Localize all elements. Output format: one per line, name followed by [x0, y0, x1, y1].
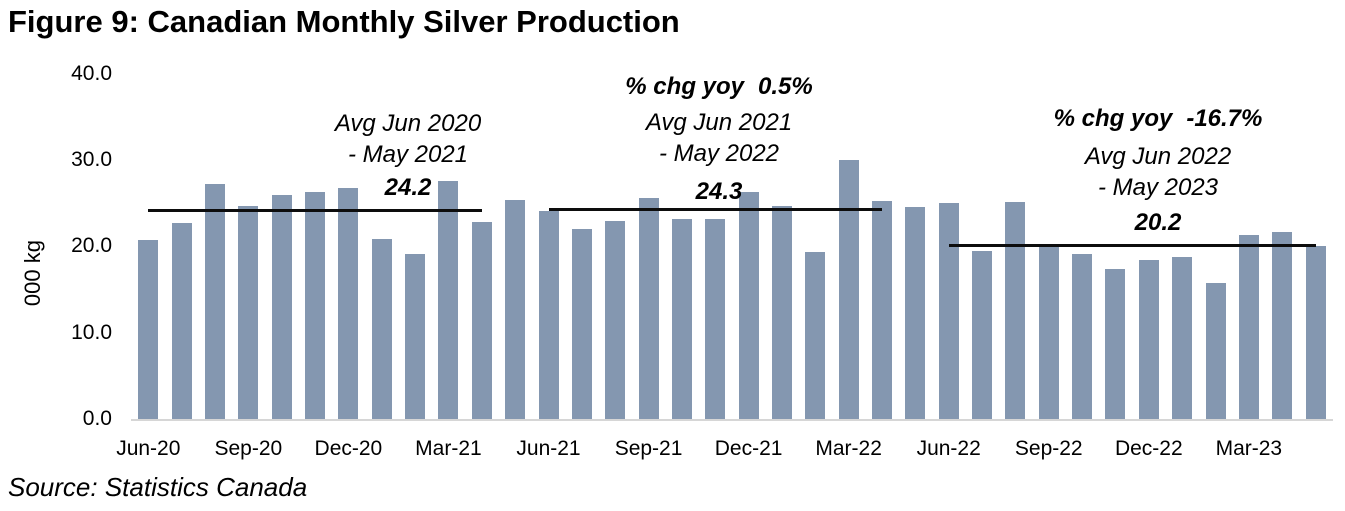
- figure-title: Figure 9: Canadian Monthly Silver Produc…: [8, 4, 680, 39]
- bar-Oct-21: [671, 218, 692, 419]
- annotation-3-period-line-2: - May 2023: [1097, 174, 1219, 201]
- bar-Apr-22: [872, 200, 892, 419]
- x-tick-label-Jun-20: Jun-20: [116, 437, 181, 460]
- y-tick-label-0.0: 0.0: [82, 407, 112, 430]
- x-tick-label-Dec-20: Dec-20: [314, 437, 383, 460]
- annotation-2-period-line-1: Avg Jun 2021: [645, 109, 793, 136]
- bar-Feb-23: [1205, 282, 1226, 419]
- bar-Feb-22: [805, 251, 826, 419]
- bar-Feb-21: [405, 254, 426, 419]
- annotation-3-period-line-1: Avg Jun 2022: [1084, 143, 1232, 170]
- x-tick-label-Sep-21: Sep-21: [614, 437, 683, 460]
- avg-line-3: [948, 243, 1316, 247]
- bar-Oct-20: [271, 194, 292, 419]
- bar-Dec-22: [1138, 260, 1159, 419]
- x-tick-label-Dec-22: Dec-22: [1114, 437, 1183, 460]
- bar-May-22: [905, 206, 926, 419]
- pct-chg-value: 0.5%: [758, 73, 813, 100]
- bar-Mar-21: [438, 180, 459, 419]
- x-tick-label-Dec-21: Dec-21: [714, 437, 783, 460]
- bar-Nov-20: [305, 192, 326, 419]
- bar-Aug-21: [605, 220, 626, 419]
- bar-Sep-21: [638, 198, 659, 419]
- x-tick-label-Jun-21: Jun-21: [516, 437, 581, 460]
- annotation-3-avg-value: 20.2: [1134, 209, 1182, 236]
- bar-Jan-22: [771, 205, 792, 419]
- annotation-2-pct-row: % chg yoy 0.5%: [625, 73, 812, 101]
- x-tick-label-Mar-21: Mar-21: [415, 437, 482, 460]
- annotation-2-period-line-2: - May 2022: [658, 140, 780, 167]
- x-tick-label-Mar-23: Mar-23: [1215, 437, 1283, 460]
- bar-Jul-20: [171, 223, 192, 419]
- bar-Jul-21: [571, 229, 592, 419]
- bar-May-21: [505, 199, 526, 419]
- y-tick-label-30.0: 30.0: [71, 148, 112, 172]
- bar-Nov-21: [705, 218, 726, 419]
- bar-Apr-21: [471, 222, 492, 419]
- x-tick-label-Sep-20: Sep-20: [214, 437, 283, 460]
- bar-Dec-20: [338, 187, 359, 419]
- avg-line-2: [548, 208, 882, 212]
- bar-May-23: [1305, 245, 1326, 419]
- bar-Jan-23: [1172, 256, 1193, 419]
- bar-Apr-23: [1272, 231, 1293, 419]
- y-tick-label-40.0: 40.0: [71, 61, 112, 85]
- x-tick-label-Jun-22: Jun-22: [916, 437, 981, 460]
- y-tick-label-10.0: 10.0: [71, 320, 112, 344]
- bar-Mar-22: [838, 160, 859, 419]
- bar-Jun-20: [138, 240, 159, 419]
- avg-line-1: [148, 209, 482, 213]
- annotation-1-period-line-2: - May 2021: [347, 141, 469, 168]
- x-axis-line: [131, 419, 1333, 421]
- pct-chg-label: % chg yoy: [1053, 105, 1173, 132]
- bar-Sep-22: [1038, 243, 1059, 419]
- annotation-1-avg-value: 24.2: [384, 174, 432, 201]
- bar-Nov-22: [1105, 268, 1126, 419]
- bar-Dec-21: [738, 192, 759, 419]
- x-tick-label-Sep-22: Sep-22: [1014, 437, 1083, 460]
- bar-Jul-22: [972, 250, 993, 419]
- x-tick-label-Mar-22: Mar-22: [815, 437, 882, 460]
- pct-chg-label: % chg yoy: [625, 73, 744, 100]
- pct-chg-value: -16.7%: [1186, 105, 1263, 132]
- annotation-2-avg-value: 24.3: [695, 178, 743, 205]
- bar-Aug-20: [205, 184, 225, 419]
- bar-Oct-22: [1072, 254, 1093, 419]
- bar-Mar-23: [1238, 235, 1259, 419]
- annotation-1-period-line-1: Avg Jun 2020: [334, 110, 482, 137]
- bar-Jun-22: [938, 203, 959, 419]
- y-tick-label-20.0: 20.0: [71, 234, 112, 258]
- annotation-3-pct-row: % chg yoy -16.7%: [1054, 105, 1263, 133]
- source-note: Source: Statistics Canada: [8, 472, 308, 502]
- bar-Sep-20: [238, 205, 259, 419]
- bar-Aug-22: [1005, 202, 1026, 419]
- bar-Jan-21: [371, 238, 392, 419]
- bar-Jun-21: [538, 211, 559, 419]
